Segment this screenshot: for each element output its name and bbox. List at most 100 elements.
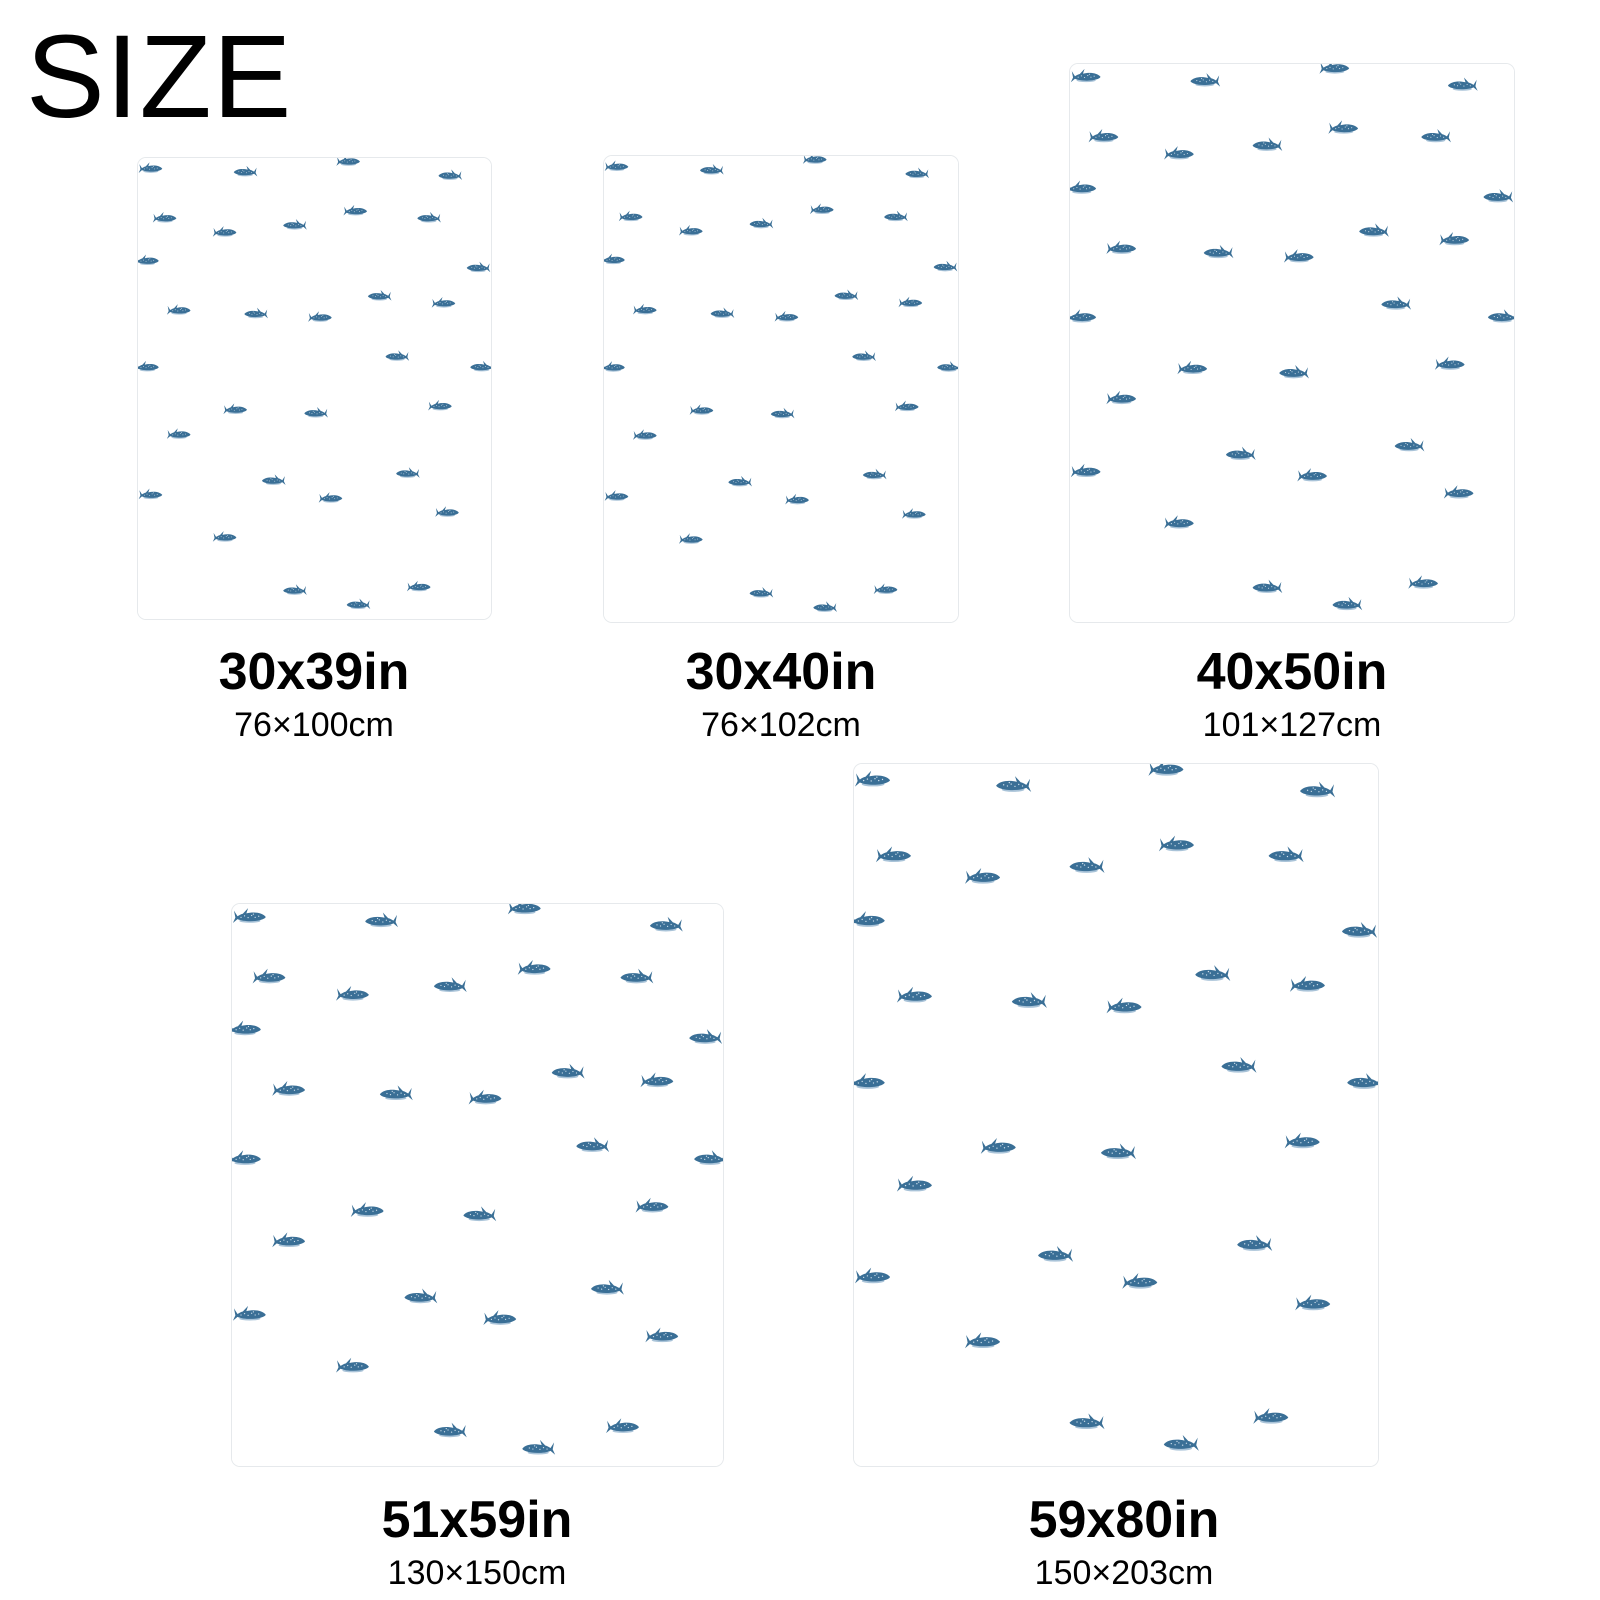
whale-shark-icon — [996, 776, 1032, 793]
whale-shark-icon — [980, 1137, 1016, 1154]
whale-shark-icon — [463, 1206, 497, 1222]
whale-shark-icon — [1295, 1294, 1331, 1311]
whale-shark-icon — [604, 253, 625, 265]
blanket-preview-30x39 — [138, 158, 491, 619]
size-caption-59x80: 59x80in 150×203cm — [974, 1494, 1274, 1590]
whale-shark-icon — [1177, 360, 1208, 375]
whale-shark-icon — [1225, 446, 1256, 461]
whale-shark-icon — [261, 474, 286, 486]
whale-shark-icon — [1221, 1056, 1257, 1073]
whale-shark-icon — [138, 488, 163, 500]
whale-shark-icon — [785, 493, 809, 505]
whale-shark-icon — [138, 360, 159, 372]
whale-shark-icon — [1088, 128, 1119, 143]
whale-shark-pattern — [604, 156, 958, 622]
whale-shark-icon — [1164, 146, 1194, 160]
whale-shark-icon — [1284, 1132, 1320, 1149]
whale-shark-icon — [1164, 515, 1194, 529]
whale-shark-icon — [1300, 781, 1336, 798]
size-inches: 30x39in — [218, 643, 410, 701]
whale-shark-icon — [138, 162, 163, 173]
whale-shark-icon — [896, 986, 932, 1003]
whale-shark-icon — [884, 210, 908, 222]
whale-shark-icon — [212, 226, 237, 237]
size-inches: 59x80in — [1028, 1491, 1220, 1549]
whale-shark-icon — [645, 1327, 679, 1343]
whale-shark-icon — [1347, 1073, 1378, 1089]
whale-shark-icon — [749, 586, 774, 598]
whale-shark-icon — [1279, 365, 1309, 379]
whale-shark-icon — [367, 289, 392, 301]
whale-shark-icon — [1011, 992, 1047, 1009]
whale-shark-icon — [379, 1085, 413, 1101]
whale-shark-icon — [802, 156, 827, 164]
whale-shark-icon — [304, 406, 328, 418]
whale-shark-icon — [232, 908, 266, 923]
size-centimeters: 150×203cm — [1034, 1554, 1214, 1592]
whale-shark-icon — [272, 1232, 306, 1248]
whale-shark-icon — [862, 468, 887, 480]
size-caption-40x50: 40x50in 101×127cm — [1142, 646, 1442, 742]
size-centimeters: 76×102cm — [701, 706, 861, 744]
whale-shark-pattern — [1070, 64, 1514, 622]
whale-shark-icon — [1106, 997, 1142, 1014]
whale-shark-icon — [1203, 244, 1234, 259]
whale-shark-icon — [933, 260, 958, 272]
whale-shark-icon — [632, 303, 657, 315]
whale-shark-icon — [770, 407, 795, 419]
whale-shark-icon — [1106, 390, 1137, 405]
whale-shark-icon — [1100, 1143, 1136, 1160]
whale-shark-icon — [406, 580, 431, 592]
whale-shark-icon — [223, 403, 248, 415]
whale-shark-icon — [1163, 1434, 1199, 1451]
whale-shark-pattern — [138, 158, 491, 619]
size-caption-30x39: 30x39in 76×100cm — [164, 646, 464, 742]
whale-shark-icon — [350, 1202, 384, 1217]
whale-shark-icon — [834, 289, 859, 301]
whale-shark-icon — [152, 211, 177, 223]
whale-shark-icon — [212, 531, 237, 542]
whale-shark-icon — [522, 1439, 556, 1455]
whale-shark-icon — [1439, 231, 1470, 246]
whale-shark-icon — [283, 584, 307, 595]
whale-shark-icon — [1381, 296, 1412, 310]
whale-shark-icon — [470, 360, 491, 372]
whale-shark-icon — [396, 467, 420, 478]
blanket-preview-59x80 — [854, 764, 1378, 1466]
whale-shark-icon — [433, 977, 467, 993]
whale-shark-icon — [710, 307, 735, 319]
whale-shark-icon — [1158, 835, 1194, 852]
whale-shark-icon — [813, 601, 837, 612]
whale-shark-icon — [774, 310, 799, 322]
whale-shark-icon — [618, 210, 643, 222]
whale-shark-icon — [1122, 1272, 1158, 1289]
whale-shark-icon — [604, 361, 625, 372]
whale-shark-icon — [272, 1081, 306, 1096]
size-heading: SIZE — [26, 11, 293, 143]
whale-shark-icon — [466, 261, 491, 273]
size-inches: 30x40in — [685, 643, 877, 701]
size-caption-30x40: 30x40in 76×102cm — [631, 646, 931, 742]
whale-shark-icon — [1195, 965, 1231, 982]
whale-shark-icon — [252, 968, 286, 984]
whale-shark-icon — [166, 304, 191, 315]
whale-shark-icon — [894, 400, 919, 412]
whale-shark-icon — [1070, 463, 1101, 478]
blanket-preview-30x40 — [604, 156, 958, 622]
whale-shark-icon — [604, 160, 629, 172]
whale-shark-icon — [468, 1089, 502, 1105]
whale-shark-icon — [308, 311, 332, 322]
whale-shark-icon — [244, 307, 268, 319]
whale-shark-icon — [632, 429, 657, 440]
size-centimeters: 130×150cm — [387, 1554, 567, 1592]
whale-shark-icon — [336, 158, 360, 166]
whale-shark-icon — [1483, 189, 1514, 203]
whale-shark-icon — [1332, 596, 1363, 611]
whale-shark-icon — [404, 1288, 438, 1304]
whale-shark-icon — [1297, 468, 1327, 482]
whale-shark-icon — [854, 770, 891, 787]
whale-shark-icon — [1289, 975, 1325, 992]
whale-shark-icon — [431, 297, 456, 308]
size-centimeters: 76×100cm — [234, 706, 394, 744]
whale-shark-icon — [873, 583, 898, 595]
